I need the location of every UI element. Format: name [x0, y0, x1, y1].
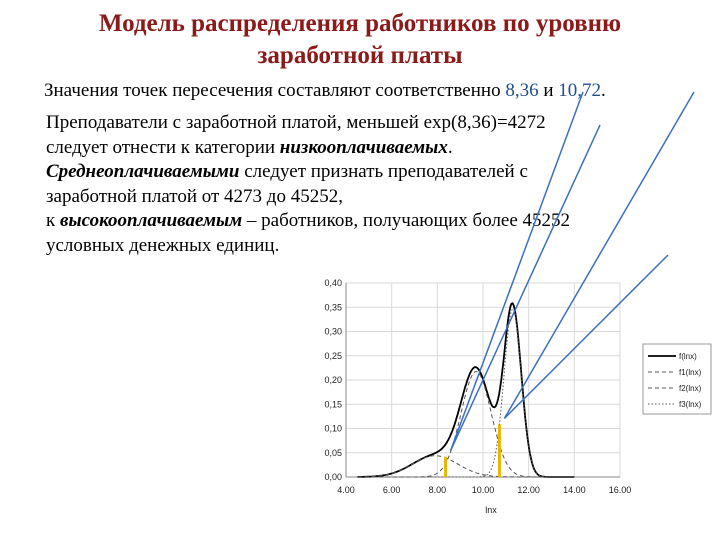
para4-text: заработной платой от 4273 до 45252,: [46, 185, 343, 207]
pointer-arrow: [449, 124, 601, 452]
chart-ticks: 0,00 0,05 0,10 0,15 0,20 0,25 0,30 0,35 0,40 4.00…: [324, 278, 631, 495]
y-tick-label: 0,05: [324, 448, 342, 458]
para-line-6: условных денежных единиц.: [46, 234, 686, 259]
legend-entry: f(lnx): [679, 352, 697, 361]
para-line-1: Преподаватели с заработной платой, меньш…: [46, 111, 686, 136]
y-tick-label: 0,30: [324, 327, 342, 337]
legend-entry: f2(lnx): [679, 384, 702, 393]
intersection-markers: [444, 424, 501, 477]
y-tick-label: 0,25: [324, 351, 342, 361]
title-line-1: Модель распределения работников по уровн…: [98, 10, 622, 37]
series-line-4: [357, 308, 575, 478]
low-paid-term: низкооплачиваемых: [279, 136, 448, 158]
x-tick-label: 16.00: [609, 485, 632, 495]
intro-end: .: [601, 80, 606, 101]
x-tick-label: 14.00: [563, 485, 586, 495]
intro-conj: и: [543, 80, 554, 101]
body-text: Преподаватели с заработной платой, меньш…: [46, 111, 686, 258]
series-line-2: [357, 455, 575, 478]
intersection-value-1: 8,36: [505, 80, 539, 101]
y-tick-label: 0,15: [324, 399, 342, 409]
para2-end: .: [447, 136, 453, 158]
slide-title: Модель распределения работников по уровн…: [0, 8, 720, 72]
y-tick-label: 0,40: [324, 278, 342, 288]
chart-curves: [357, 302, 575, 478]
para3-text: следует признать преподавателей с: [244, 161, 528, 182]
legend-entry: f1(lnx): [679, 368, 702, 377]
para-line-5: к высокооплачиваемым – работников, получ…: [46, 209, 686, 234]
para6-text: условных денежных единиц.: [46, 234, 280, 256]
para5-prefix: к: [46, 210, 56, 231]
para-line-4: заработной платой от 4273 до 45252,: [46, 185, 686, 210]
y-tick-label: 0,20: [324, 375, 342, 385]
intro-text: Значения точек пересечения составляют со…: [44, 80, 606, 102]
mid-paid-term: Среднеоплачиваемыми: [46, 161, 240, 182]
y-tick-label: 0,35: [324, 302, 342, 312]
para2-text: следует отнести к категории: [46, 136, 276, 158]
pointer-arrow: [449, 91, 584, 452]
para-line-3: Среднеоплачиваемыми следует признать пре…: [46, 160, 686, 185]
x-tick-label: 10.00: [472, 485, 495, 495]
chart-axes: [345, 283, 620, 478]
para1-text: Преподаватели с заработной платой, меньш…: [46, 112, 546, 133]
para-line-2: следует отнести к категории низкооплачив…: [46, 136, 686, 161]
pointer-arrows: [449, 91, 695, 452]
pointer-arrow: [503, 91, 695, 419]
x-tick-label: 12.00: [517, 485, 540, 495]
x-axis-label: lnx: [485, 505, 497, 515]
x-tick-label: 8.00: [429, 485, 447, 495]
intersection-value-2: 10,72: [558, 80, 601, 101]
intro-label: Значения точек пересечения составляют со…: [44, 80, 501, 101]
x-tick-label: 6.00: [383, 485, 401, 495]
y-tick-label: 0,10: [324, 424, 342, 434]
high-paid-term: высокооплачиваемым: [59, 210, 243, 231]
legend-entry: f3(lnx): [679, 400, 702, 409]
series-line-1: [357, 302, 575, 478]
y-tick-label: 0,00: [324, 472, 342, 482]
title-line-2: заработной платы: [257, 42, 463, 69]
chart-legend: f(lnx) f1(lnx) f2(lnx) f3(lnx): [642, 343, 712, 415]
para5-text: – работников, получающих более 45252: [246, 210, 571, 231]
x-tick-label: 4.00: [337, 485, 355, 495]
pointer-arrow: [503, 254, 669, 419]
